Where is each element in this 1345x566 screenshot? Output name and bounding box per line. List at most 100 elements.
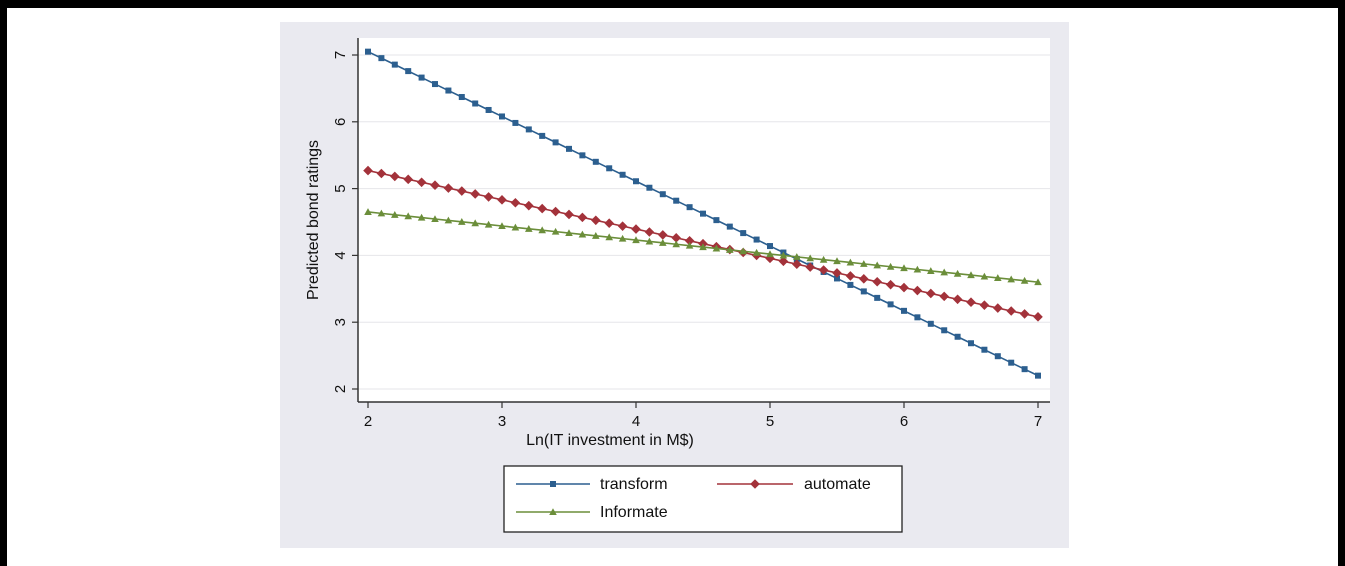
- point-informate-27: [726, 246, 734, 253]
- point-automate-0: [363, 165, 373, 176]
- point-automate-18: [604, 218, 614, 229]
- point-automate-41: [912, 285, 923, 296]
- point-informate-31: [779, 251, 788, 259]
- point-informate-1: [377, 209, 386, 217]
- point-transform-29: [753, 236, 760, 243]
- point-informate-44: [953, 269, 962, 277]
- point-transform-9: [485, 106, 492, 113]
- point-informate-7: [458, 217, 466, 225]
- point-transform-19: [619, 171, 626, 178]
- point-informate-14: [551, 227, 560, 235]
- point-automate-45: [966, 297, 976, 308]
- point-informate-36: [846, 258, 855, 266]
- point-automate-19: [617, 221, 628, 231]
- y-tick-label-3: 3: [332, 318, 349, 326]
- point-informate-25: [699, 243, 707, 251]
- point-automate-33: [805, 262, 815, 272]
- point-transform-30: [767, 243, 773, 250]
- legend-marker-informate: [549, 508, 557, 516]
- point-automate-31: [778, 256, 789, 267]
- point-transform-15: [566, 145, 572, 152]
- point-transform-14: [552, 139, 559, 146]
- point-transform-25: [700, 210, 706, 217]
- point-transform-13: [539, 132, 546, 139]
- point-informate-49: [1020, 276, 1029, 284]
- point-transform-10: [499, 113, 505, 120]
- series: [363, 48, 1043, 379]
- point-transform-26: [713, 217, 720, 224]
- legend-label-automate: automate: [804, 476, 871, 493]
- point-informate-26: [712, 244, 721, 252]
- y-tick-label-5: 5: [332, 184, 349, 192]
- point-transform-27: [726, 223, 733, 230]
- point-informate-33: [806, 254, 814, 262]
- point-automate-10: [497, 195, 507, 205]
- point-transform-3: [405, 68, 412, 75]
- point-automate-5: [430, 180, 440, 190]
- point-automate-1: [376, 168, 387, 179]
- point-informate-42: [927, 267, 935, 274]
- point-automate-17: [591, 215, 601, 226]
- point-transform-46: [981, 346, 988, 353]
- point-transform-49: [1021, 366, 1028, 373]
- point-informate-28: [739, 247, 747, 255]
- point-automate-6: [443, 183, 454, 193]
- point-automate-8: [470, 189, 480, 199]
- axes: [357, 38, 1050, 403]
- point-automate-21: [644, 227, 655, 237]
- point-informate-16: [578, 230, 587, 238]
- point-transform-1: [378, 55, 385, 62]
- point-automate-15: [564, 209, 574, 220]
- x-axis-title: Ln(IT investment in M$): [526, 432, 694, 449]
- point-informate-4: [417, 213, 426, 221]
- point-automate-48: [1006, 306, 1016, 316]
- x-tick-label-2: 2: [364, 413, 372, 430]
- point-automate-30: [765, 253, 775, 264]
- point-automate-20: [631, 224, 641, 234]
- point-transform-48: [1008, 359, 1015, 366]
- point-transform-47: [994, 353, 1001, 360]
- point-informate-13: [538, 226, 546, 234]
- point-transform-36: [847, 281, 854, 288]
- point-transform-42: [927, 320, 934, 327]
- point-informate-41: [913, 265, 922, 273]
- point-informate-30: [766, 250, 774, 258]
- point-transform-43: [941, 327, 948, 334]
- point-informate-15: [565, 229, 573, 237]
- point-informate-3: [404, 212, 412, 220]
- point-automate-32: [792, 259, 802, 269]
- point-automate-42: [926, 288, 936, 299]
- legend-label-transform: transform: [600, 476, 668, 493]
- point-transform-39: [887, 301, 894, 308]
- point-transform-35: [834, 275, 840, 282]
- point-informate-0: [364, 208, 372, 216]
- x-tick-label-6: 6: [900, 413, 908, 430]
- point-informate-17: [592, 232, 600, 239]
- point-informate-29: [752, 248, 761, 256]
- point-automate-14: [550, 206, 561, 217]
- point-informate-40: [900, 264, 908, 272]
- point-informate-46: [980, 272, 989, 280]
- point-automate-4: [416, 177, 427, 188]
- point-informate-24: [685, 241, 694, 249]
- point-transform-16: [579, 152, 586, 159]
- point-informate-47: [994, 274, 1002, 281]
- point-transform-11: [512, 119, 519, 126]
- point-automate-3: [403, 174, 413, 185]
- point-transform-22: [659, 191, 666, 198]
- point-transform-4: [418, 74, 425, 81]
- point-transform-6: [445, 87, 452, 94]
- point-informate-39: [886, 262, 895, 270]
- point-transform-5: [432, 81, 438, 88]
- point-transform-21: [646, 184, 653, 191]
- point-automate-13: [537, 203, 547, 214]
- point-transform-8: [472, 100, 479, 107]
- point-informate-22: [659, 239, 667, 246]
- point-transform-17: [592, 158, 599, 165]
- y-tick-label-4: 4: [332, 251, 349, 259]
- point-transform-45: [968, 340, 974, 347]
- point-informate-45: [967, 271, 975, 279]
- point-automate-43: [939, 291, 949, 302]
- legend-box: [503, 465, 903, 533]
